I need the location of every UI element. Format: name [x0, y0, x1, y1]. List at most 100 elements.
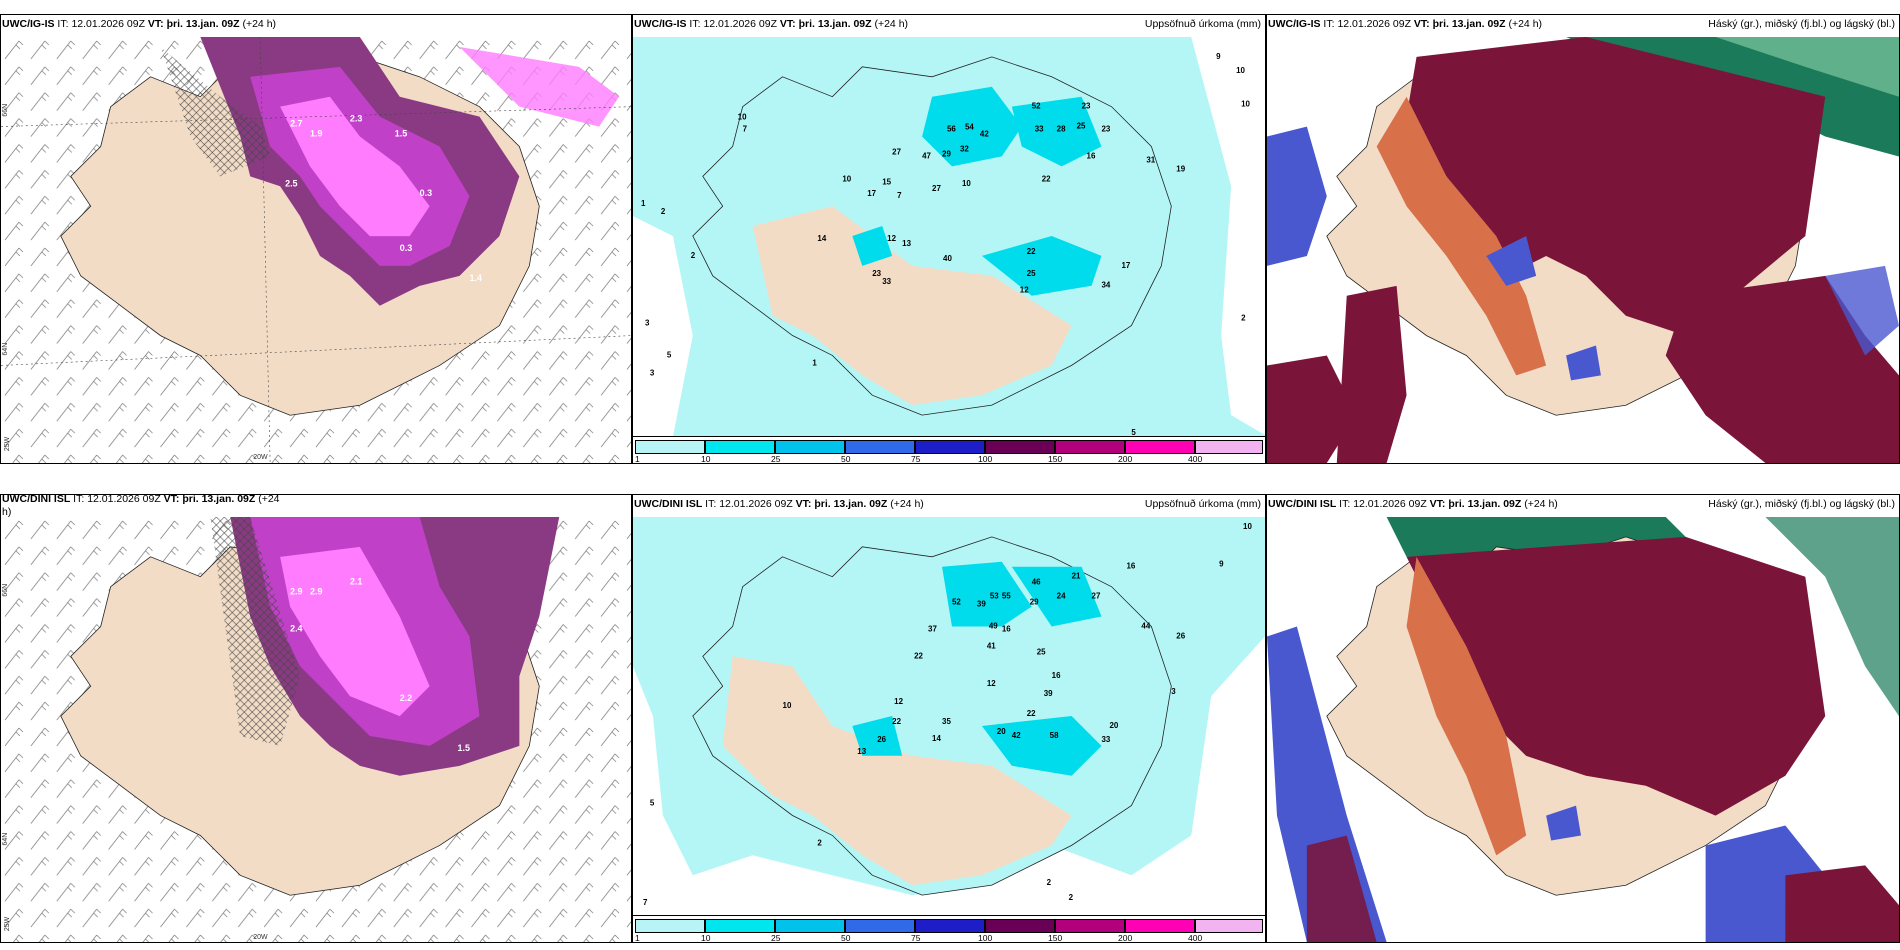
precip-label: 7	[643, 898, 648, 907]
precip-label: 47	[922, 151, 931, 160]
panel-cloud-ig: UWC/IG-IS IT: 12.01.2026 09Z VT: þri. 13…	[1266, 14, 1900, 464]
axis-lat: 64N	[2, 343, 9, 356]
precip-title: Uppsöfnuð úrkoma (mm)	[1144, 498, 1261, 510]
precip-label: 33	[882, 277, 891, 286]
snow-label: 0.3	[420, 188, 432, 198]
precip-label: 2	[1241, 314, 1246, 323]
precip-label: 16	[1126, 562, 1135, 571]
precip-label: 56	[947, 125, 956, 134]
colorbar-segment	[1125, 919, 1195, 933]
precip-label: 26	[877, 735, 886, 744]
precip-label: 22	[1027, 709, 1036, 718]
snow-label: 2.3	[350, 114, 362, 124]
precip-label: 58	[1050, 731, 1059, 740]
precip-label: 33	[1035, 125, 1044, 134]
precip-label: 1	[812, 358, 817, 367]
snow-label: 1.9	[310, 129, 322, 139]
precip-label: 1	[641, 199, 646, 208]
precip-label: 7	[897, 191, 902, 200]
precip-label: 9	[1219, 560, 1224, 569]
colorbar-tick: 75	[911, 933, 921, 943]
precip-label: 22	[892, 717, 901, 726]
axis-lon: 25W	[4, 916, 11, 931]
snow-label: 1.4	[470, 273, 482, 283]
axis-lat: 64N	[2, 833, 9, 846]
precip-label: 17	[1121, 261, 1130, 270]
precip-label: 25	[1037, 647, 1046, 656]
precip-label: 35	[942, 717, 951, 726]
snow-label: 2.9	[310, 587, 322, 597]
precip-label: 53	[990, 592, 999, 601]
colorbar-tick: 150	[1048, 454, 1063, 464]
precip-label: 42	[980, 130, 989, 139]
colorbar-segment	[775, 919, 845, 933]
precip-label: 2	[691, 251, 696, 260]
axis-lon: 20W	[253, 454, 268, 461]
precip-label: 2	[1069, 893, 1074, 902]
precip-label: 10	[1241, 100, 1250, 109]
map-snow-wind: 2.9 2.9 2.1 2.4 2.2 1.5 66N 64N 25W 20W	[1, 517, 631, 942]
snow-label: 2.5	[285, 178, 297, 188]
panel-title: UWC/DINI ISL IT: 12.01.2026 09Z VT: þri.…	[634, 498, 924, 510]
precip-label: 42	[1012, 731, 1021, 740]
panel-wind-snow-ig: UWC/IG-IS IT: 12.01.2026 09Z VT: þri. 13…	[0, 14, 632, 464]
colorbar-segment	[1125, 440, 1195, 454]
precip-label: 13	[857, 747, 866, 756]
panel-title: UWC/IG-IS IT: 12.01.2026 09Z VT: þri. 13…	[2, 18, 277, 30]
precip-label: 5	[667, 350, 672, 359]
colorbar-segment	[845, 919, 915, 933]
panel-title: UWC/IG-IS IT: 12.01.2026 09Z VT: þri. 13…	[1268, 18, 1543, 30]
precip-label: 25	[1027, 269, 1036, 278]
colorbar-tick: 400	[1188, 933, 1203, 943]
colorbar-segment	[845, 440, 915, 454]
precip-label: 13	[902, 239, 911, 248]
colorbar: 1 10 25 50 75 100 150 200 400	[633, 915, 1265, 942]
snow-label: 2.9	[290, 587, 302, 597]
precip-label: 16	[1002, 624, 1011, 633]
precip-label: 26	[1176, 631, 1185, 640]
precip-label: 27	[1092, 592, 1101, 601]
precip-label: 10	[1236, 66, 1245, 75]
map-cloud	[1267, 37, 1899, 463]
colorbar-segment	[985, 440, 1055, 454]
colorbar-segment	[915, 919, 985, 933]
precip-label: 19	[1176, 164, 1185, 173]
axis-lon: 25W	[4, 436, 11, 451]
colorbar-segment	[1195, 919, 1263, 933]
precip-label: 29	[942, 149, 951, 158]
precip-label: 12	[894, 697, 903, 706]
precip-label: 10	[783, 701, 792, 710]
precip-label: 29	[1030, 598, 1039, 607]
precip-label: 41	[987, 641, 996, 650]
precip-label: 37	[928, 624, 937, 633]
panel-precip-dini: UWC/DINI ISL IT: 12.01.2026 09Z VT: þri.…	[632, 494, 1266, 943]
colorbar-tick: 200	[1118, 933, 1133, 943]
precip-label: 7	[743, 125, 748, 134]
precip-label: 2	[1047, 878, 1052, 887]
precip-label: 14	[932, 734, 941, 743]
precip-label: 28	[1057, 125, 1066, 134]
panel-cloud-dini: UWC/DINI ISL IT: 12.01.2026 09Z VT: þri.…	[1266, 494, 1900, 943]
precip-label: 52	[952, 598, 961, 607]
precip-label: 2	[661, 207, 666, 216]
colorbar-tick: 10	[701, 933, 711, 943]
colorbar-tick: 1	[635, 454, 640, 464]
precip-label: 23	[1102, 125, 1111, 134]
precip-label: 27	[932, 184, 941, 193]
precip-label: 23	[1082, 102, 1091, 111]
precip-label: 39	[1044, 689, 1053, 698]
snow-label: 2.7	[290, 119, 302, 129]
colorbar-segment	[1055, 919, 1125, 933]
precip-label: 24	[1057, 592, 1066, 601]
colorbar-tick: 100	[978, 933, 993, 943]
precip-label: 54	[965, 123, 974, 132]
precip-label: 22	[914, 651, 923, 660]
snow-label: 2.2	[400, 693, 412, 703]
map-precip: 1 52 23 56 54 42 33 28 25 23 47 29 32 22…	[633, 37, 1265, 437]
snow-label: 2.4	[290, 623, 302, 633]
precip-label: 16	[1087, 151, 1096, 160]
colorbar-tick: 10	[701, 454, 711, 464]
snow-label: 1.5	[395, 129, 407, 139]
axis-lon: 20W	[253, 934, 268, 941]
precip-label: 34	[1102, 281, 1111, 290]
